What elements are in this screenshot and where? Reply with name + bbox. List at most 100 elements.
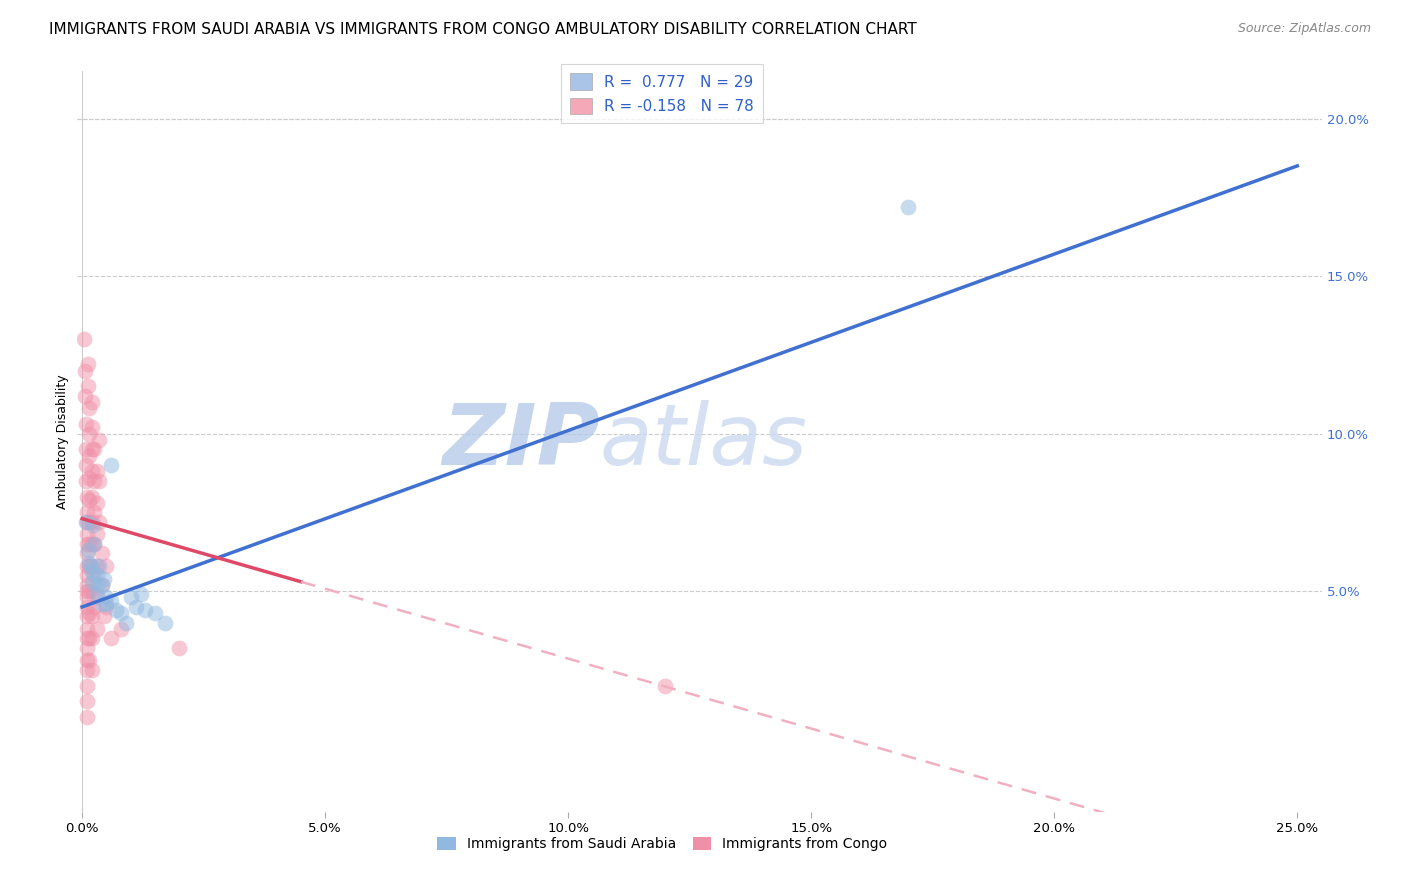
Point — [76, 584, 98, 599]
Point — [77, 401, 100, 416]
Point — [73, 364, 96, 378]
Point — [83, 474, 105, 488]
Point — [79, 537, 101, 551]
Point — [76, 546, 98, 560]
Point — [76, 578, 98, 592]
Point — [80, 574, 103, 589]
Point — [75, 389, 97, 403]
Point — [80, 584, 103, 599]
Point — [83, 505, 105, 519]
Point — [897, 200, 920, 214]
Point — [96, 559, 118, 574]
Point — [77, 379, 100, 393]
Point — [93, 609, 115, 624]
Text: Source: ZipAtlas.com: Source: ZipAtlas.com — [1237, 22, 1371, 36]
Legend: Immigrants from Saudi Arabia, Immigrants from Congo: Immigrants from Saudi Arabia, Immigrants… — [432, 831, 893, 856]
Point — [134, 603, 156, 617]
Point — [79, 632, 101, 646]
Point — [77, 543, 100, 558]
Point — [82, 518, 104, 533]
Point — [89, 474, 111, 488]
Point — [80, 663, 103, 677]
Point — [75, 515, 97, 529]
Point — [169, 640, 191, 655]
Point — [76, 609, 98, 624]
Point — [96, 597, 118, 611]
Point — [86, 578, 108, 592]
Point — [75, 474, 97, 488]
Point — [80, 559, 103, 574]
Point — [76, 537, 98, 551]
Point — [77, 426, 100, 441]
Point — [100, 458, 122, 472]
Point — [79, 556, 101, 570]
Point — [100, 632, 122, 646]
Point — [86, 559, 108, 574]
Point — [76, 653, 98, 667]
Point — [83, 442, 105, 457]
Point — [143, 606, 166, 620]
Point — [75, 442, 97, 457]
Point — [96, 599, 118, 614]
Point — [80, 395, 103, 409]
Point — [76, 515, 98, 529]
Point — [90, 546, 112, 560]
Point — [90, 578, 112, 592]
Point — [90, 597, 112, 611]
Point — [86, 591, 108, 605]
Point — [76, 679, 98, 693]
Point — [76, 622, 98, 636]
Point — [90, 578, 112, 592]
Point — [76, 640, 98, 655]
Point — [86, 622, 108, 636]
Text: IMMIGRANTS FROM SAUDI ARABIA VS IMMIGRANTS FROM CONGO AMBULATORY DISABILITY CORR: IMMIGRANTS FROM SAUDI ARABIA VS IMMIGRAN… — [49, 22, 917, 37]
Point — [77, 357, 100, 371]
Point — [80, 465, 103, 479]
Point — [110, 606, 132, 620]
Point — [79, 584, 101, 599]
Point — [76, 568, 98, 582]
Point — [79, 653, 101, 667]
Point — [77, 492, 100, 507]
Point — [153, 615, 176, 630]
Point — [83, 599, 105, 614]
Point — [79, 559, 101, 574]
Point — [79, 606, 101, 620]
Point — [76, 632, 98, 646]
Point — [76, 490, 98, 504]
Point — [105, 603, 128, 617]
Point — [89, 559, 111, 574]
Point — [83, 537, 105, 551]
Point — [89, 433, 111, 447]
Point — [80, 442, 103, 457]
Text: atlas: atlas — [600, 400, 808, 483]
Point — [76, 710, 98, 724]
Point — [76, 505, 98, 519]
Point — [75, 458, 97, 472]
Point — [120, 591, 142, 605]
Point — [83, 537, 105, 551]
Point — [100, 593, 122, 607]
Point — [110, 622, 132, 636]
Point — [93, 572, 115, 586]
Point — [76, 694, 98, 708]
Point — [124, 599, 146, 614]
Point — [72, 332, 94, 346]
Point — [80, 559, 103, 574]
Point — [80, 632, 103, 646]
Point — [76, 599, 98, 614]
Point — [129, 587, 152, 601]
Point — [76, 591, 98, 605]
Point — [76, 527, 98, 541]
Point — [80, 490, 103, 504]
Point — [80, 566, 103, 580]
Point — [77, 471, 100, 485]
Point — [96, 591, 118, 605]
Point — [76, 663, 98, 677]
Point — [89, 515, 111, 529]
Point — [86, 527, 108, 541]
Point — [86, 568, 108, 582]
Point — [75, 417, 97, 432]
Point — [86, 496, 108, 510]
Point — [76, 559, 98, 574]
